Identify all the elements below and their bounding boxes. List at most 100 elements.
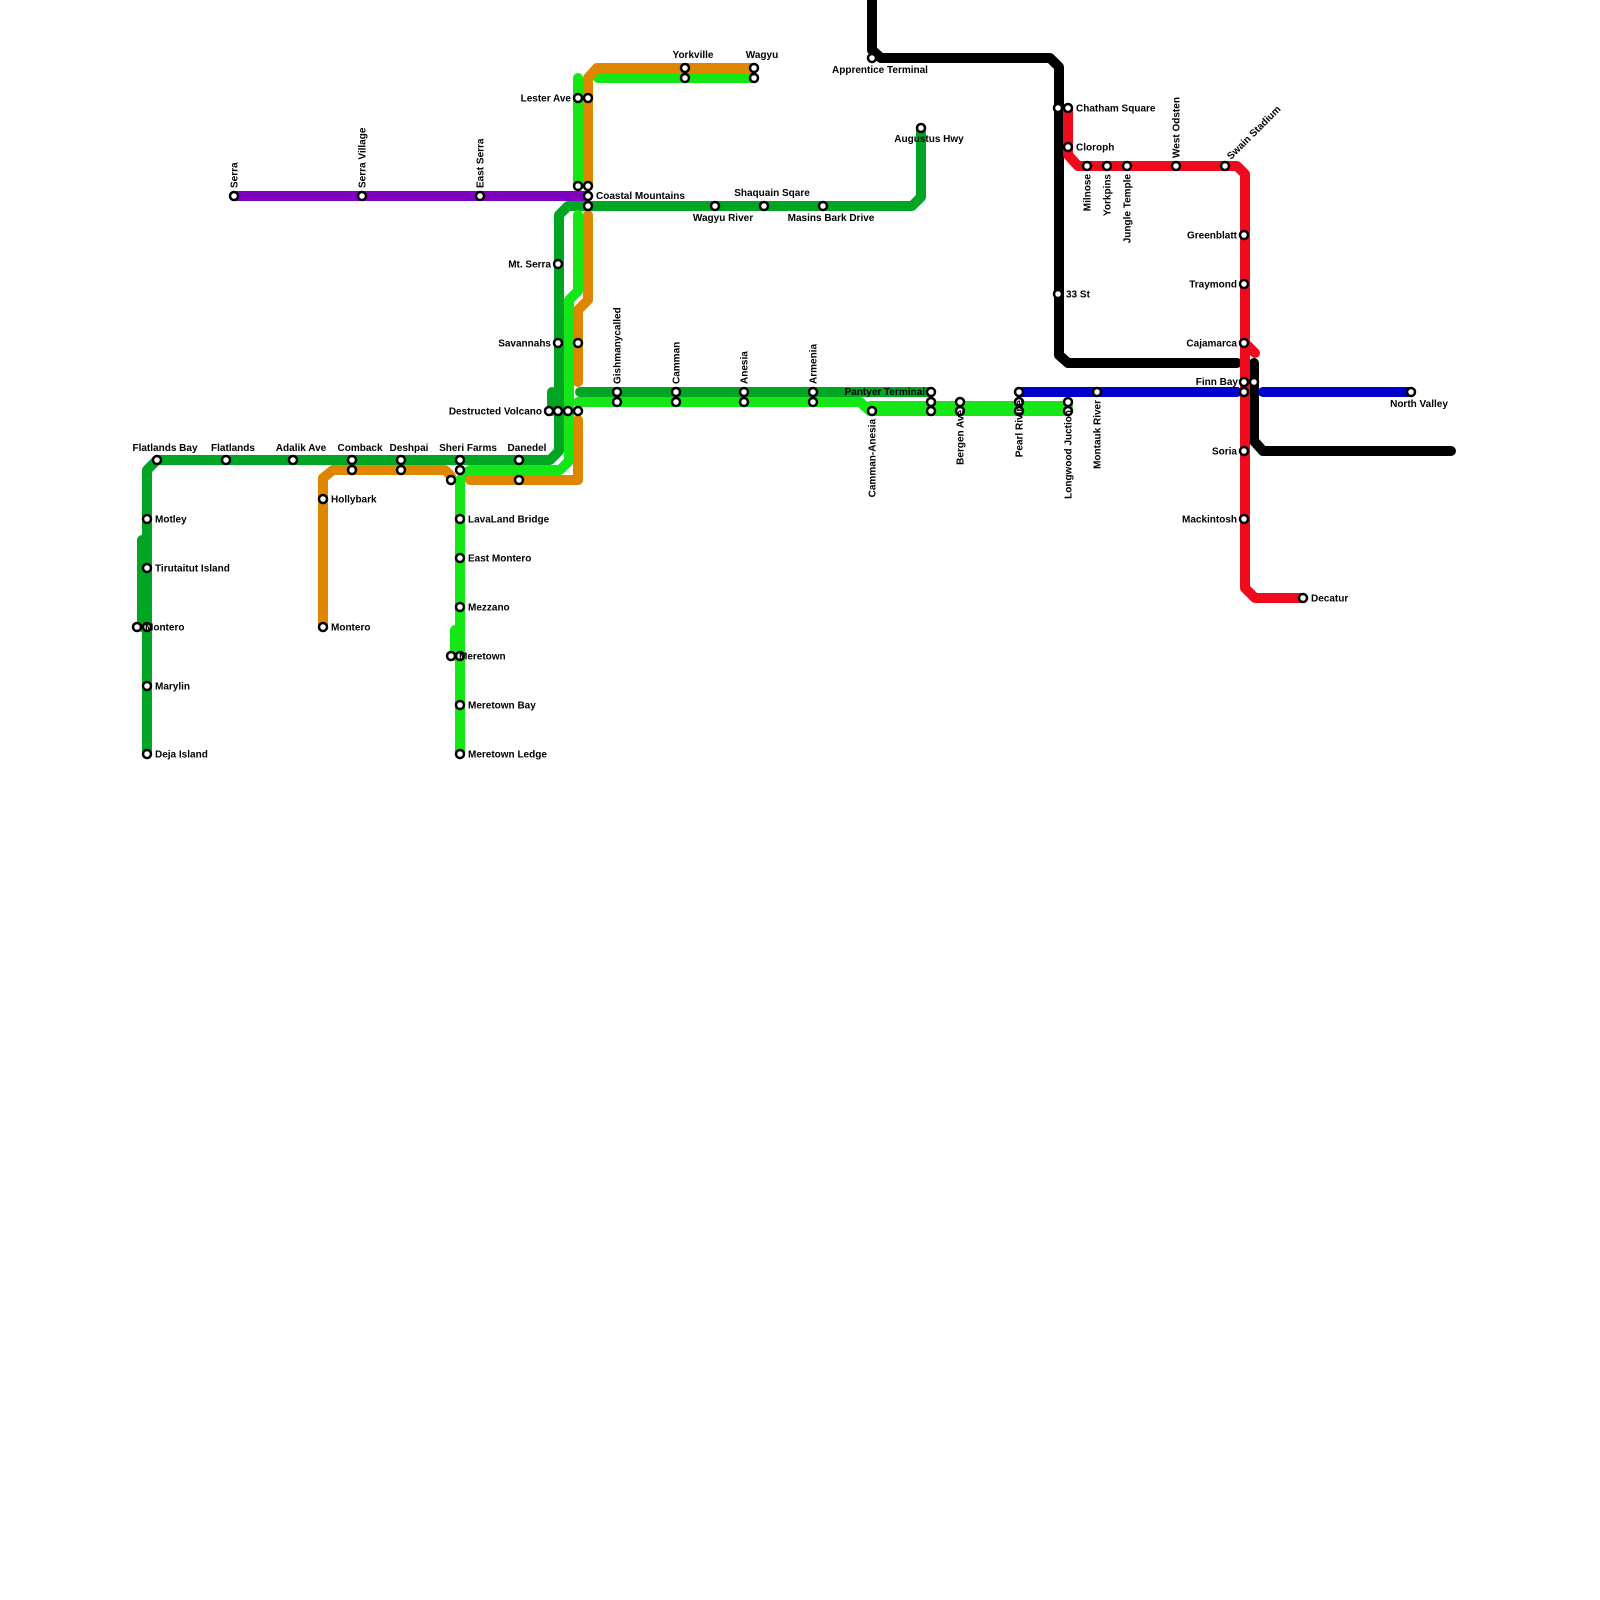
station-marker[interactable] — [915, 122, 927, 134]
station-marker[interactable] — [611, 396, 623, 408]
station-marker[interactable] — [1238, 445, 1250, 457]
station-marker[interactable] — [1052, 288, 1064, 300]
station-swain-stadium[interactable]: Swain Stadium — [1219, 104, 1283, 172]
station-marker[interactable] — [454, 748, 466, 760]
station-deja-island[interactable]: Deja Island — [141, 748, 208, 761]
station-hollybark[interactable]: Hollybark — [317, 493, 377, 506]
station-marker[interactable] — [454, 454, 466, 466]
station-longwood-juction[interactable]: Longwood Juction — [1062, 396, 1075, 499]
station-marker[interactable] — [445, 474, 457, 486]
station-wagyu-river[interactable]: Wagyu River — [693, 200, 753, 224]
station-marker[interactable] — [572, 92, 584, 104]
station-decatur[interactable]: Decatur — [1297, 592, 1348, 605]
station-destructed-volcano[interactable]: Destructed Volcano — [449, 405, 584, 418]
station-greenblatt[interactable]: Greenblatt — [1187, 229, 1250, 242]
station-flatlands-bay[interactable]: Flatlands Bay — [132, 443, 198, 466]
station-camman-anesia[interactable]: Camman-Anesia — [866, 405, 879, 497]
station-anesia[interactable]: Anesia — [738, 351, 751, 408]
station-milnose[interactable]: Milnose — [1081, 160, 1094, 211]
station-marker[interactable] — [1238, 278, 1250, 290]
station-marker[interactable] — [582, 92, 594, 104]
station-yorkpins[interactable]: Yorkpins — [1101, 160, 1114, 216]
station-marker[interactable] — [552, 258, 564, 270]
station-marker[interactable] — [141, 621, 153, 633]
station-marker[interactable] — [513, 454, 525, 466]
station-marker[interactable] — [1062, 102, 1074, 114]
station-marker[interactable] — [748, 62, 760, 74]
station-pantyer-terminal[interactable]: Pantyer Terminal — [845, 386, 937, 417]
station-marker[interactable] — [925, 396, 937, 408]
station-yorkville[interactable]: Yorkville — [673, 50, 714, 84]
station-marker[interactable] — [679, 62, 691, 74]
station-chatham-square[interactable]: Chatham Square — [1062, 102, 1156, 115]
station-marker[interactable] — [582, 190, 594, 202]
station-comback[interactable]: Comback — [337, 443, 383, 476]
station-cloroph[interactable]: Cloroph — [1062, 141, 1114, 154]
station-marker[interactable] — [1238, 386, 1250, 398]
station-pearl-rivine[interactable]: Pearl Rivine — [1013, 386, 1026, 457]
station-marker[interactable] — [738, 396, 750, 408]
station-deshpai[interactable]: Deshpai — [390, 443, 429, 476]
station-mezzano[interactable]: Mezzano — [454, 601, 510, 614]
station-marker[interactable] — [582, 200, 594, 212]
station-wagyu[interactable]: Wagyu — [746, 50, 778, 84]
station-marker[interactable] — [454, 699, 466, 711]
station-savannahs[interactable]: Savannahs — [498, 337, 584, 350]
station-marker[interactable] — [954, 396, 966, 408]
station-marker[interactable] — [582, 180, 594, 192]
station-finn-bay[interactable]: Finn Bay — [1196, 376, 1260, 398]
station-lester-ave[interactable]: Lester Ave — [521, 92, 594, 105]
station-adalik-ave[interactable]: Adalik Ave — [276, 443, 327, 466]
station-marker[interactable] — [287, 454, 299, 466]
station-marker[interactable] — [572, 337, 584, 349]
station-marker[interactable] — [131, 621, 143, 633]
station-marker[interactable] — [151, 454, 163, 466]
station-montauk-river[interactable]: Montauk River — [1091, 386, 1104, 469]
station-marker[interactable] — [1062, 141, 1074, 153]
station-north-valley[interactable]: North Valley — [1390, 386, 1448, 410]
station-marker[interactable] — [356, 190, 368, 202]
station-soria[interactable]: Soria — [1212, 445, 1250, 458]
station-unnamed[interactable] — [1052, 102, 1064, 114]
station-marker[interactable] — [1238, 513, 1250, 525]
station-marker[interactable] — [1081, 160, 1093, 172]
station-marker[interactable] — [925, 386, 937, 398]
station-marker[interactable] — [1238, 337, 1250, 349]
station-marker[interactable] — [679, 72, 691, 84]
station-marker[interactable] — [1101, 160, 1113, 172]
station-marker[interactable] — [758, 200, 770, 212]
station-marker[interactable] — [866, 52, 878, 64]
station-marker[interactable] — [807, 386, 819, 398]
station-marker[interactable] — [552, 405, 564, 417]
station-danedel[interactable]: Danedel — [508, 443, 547, 486]
station-marylin[interactable]: Marylin — [141, 680, 190, 693]
station-marker[interactable] — [709, 200, 721, 212]
station-marker[interactable] — [141, 680, 153, 692]
station-marker[interactable] — [1297, 592, 1309, 604]
station-marker[interactable] — [748, 72, 760, 84]
station-marker[interactable] — [866, 405, 878, 417]
station-motley[interactable]: Motley — [141, 513, 187, 526]
station-marker[interactable] — [1013, 386, 1025, 398]
station-marker[interactable] — [228, 190, 240, 202]
station-marker[interactable] — [562, 405, 574, 417]
station-marker[interactable] — [395, 464, 407, 476]
station-marker[interactable] — [1405, 386, 1417, 398]
station-marker[interactable] — [543, 405, 555, 417]
station-marker[interactable] — [925, 405, 937, 417]
station-marker[interactable] — [395, 454, 407, 466]
station-marker[interactable] — [1219, 160, 1231, 172]
station-montero[interactable]: Montero — [131, 621, 184, 634]
station-marker[interactable] — [954, 405, 966, 417]
station-masins-bark-drive[interactable]: Masins Bark Drive — [788, 200, 875, 224]
station-marker[interactable] — [1238, 376, 1250, 388]
station-meretown-ledge[interactable]: Meretown Ledge — [454, 748, 547, 761]
station-marker[interactable] — [1170, 160, 1182, 172]
station-marker[interactable] — [346, 464, 358, 476]
station-montero[interactable]: Montero — [317, 621, 370, 634]
station-bergen-ave[interactable]: Bergen Ave — [954, 396, 967, 465]
station-east-montero[interactable]: East Montero — [454, 552, 531, 565]
station-marker[interactable] — [1091, 386, 1103, 398]
station-east-serra[interactable]: East Serra — [474, 138, 487, 202]
station-traymond[interactable]: Traymond — [1189, 278, 1250, 291]
